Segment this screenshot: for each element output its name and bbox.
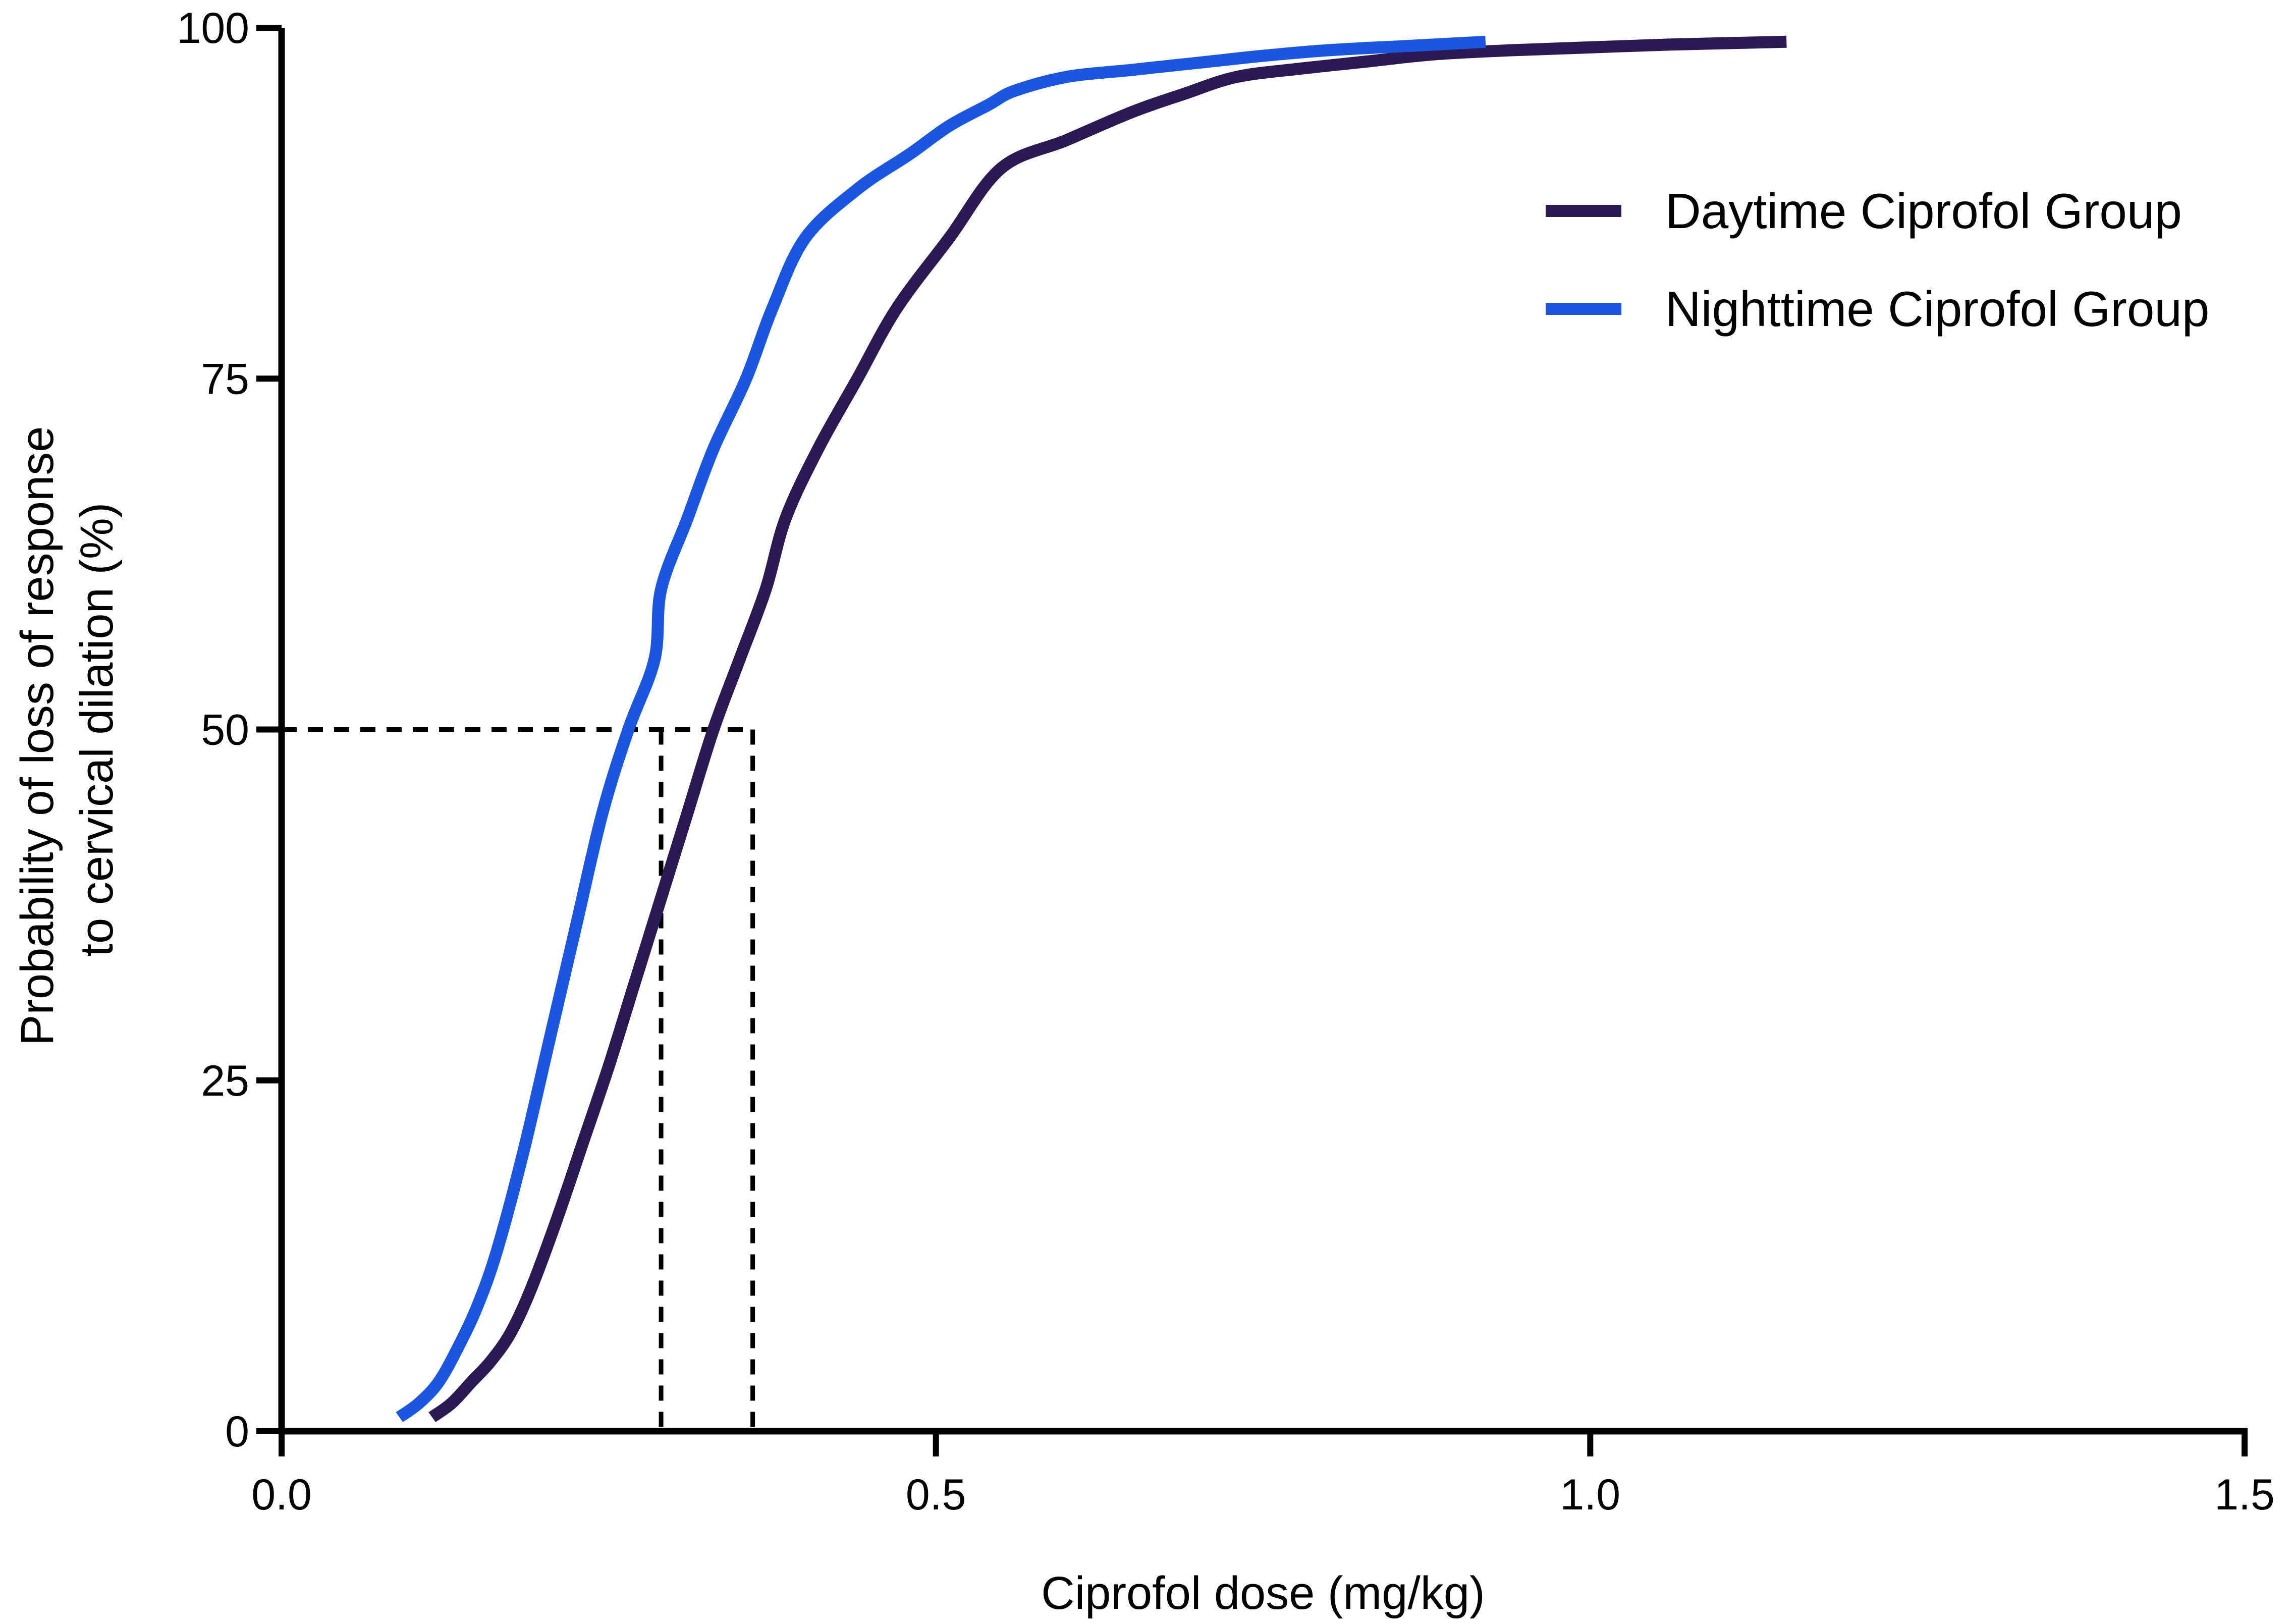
y-tick-label-100: 100: [177, 4, 250, 52]
y-tick-label-50: 50: [201, 706, 249, 754]
legend: Daytime Ciprofol Group Nighttime Ciprofo…: [1546, 183, 2209, 337]
x-tick-label-1.5: 1.5: [2214, 1471, 2275, 1519]
legend-label-daytime: Daytime Ciprofol Group: [1665, 183, 2182, 239]
axis-ticks: 0 25 50 75 100 0.0 0.5 1.0 1.5: [177, 4, 2275, 1519]
y-tick-label-25: 25: [201, 1057, 249, 1105]
ec50-reference-lines: [282, 727, 755, 1431]
y-tick-label-0: 0: [225, 1408, 249, 1456]
x-axis-title: Ciprofol dose (mg/kg): [1041, 1567, 1485, 1619]
y-axis-title-line-1: Probability of loss of response: [12, 426, 63, 1046]
y-axis-title-line-2: to cervical dilation (%): [71, 503, 123, 957]
x-tick-label-0.5: 0.5: [906, 1471, 966, 1519]
series-curves: [396, 35, 1787, 1423]
y-tick-label-75: 75: [201, 355, 249, 403]
x-tick-label-1.0: 1.0: [1560, 1471, 1621, 1519]
series-line-nighttime: [396, 35, 1486, 1423]
series-line-daytime: [428, 35, 1787, 1423]
y-axis-title: Probability of loss of response to cervi…: [12, 413, 123, 1046]
x-tick-label-0.0: 0.0: [251, 1471, 312, 1519]
legend-label-nighttime: Nighttime Ciprofol Group: [1665, 281, 2209, 337]
